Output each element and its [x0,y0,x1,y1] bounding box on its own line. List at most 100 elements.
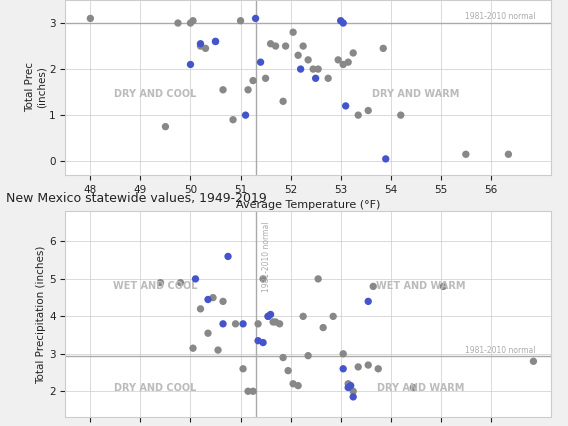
Point [236,17,245,24]
Point [249,77,258,84]
Point [336,17,345,24]
Point [241,112,250,118]
Point [253,337,262,344]
Point [239,366,248,372]
Text: DRY AND COOL: DRY AND COOL [114,383,197,392]
Point [176,279,185,286]
Point [249,388,258,394]
Point [364,362,373,368]
Point [231,320,240,327]
Point [341,103,350,109]
Point [208,294,218,301]
Point [219,298,228,305]
Y-axis label: Total Prec
(inches): Total Prec (inches) [24,63,46,112]
Point [339,366,348,372]
Point [504,151,513,158]
Point [264,313,273,320]
Point [311,75,320,82]
Point [339,61,348,68]
Point [244,86,253,93]
Point [283,367,293,374]
Point [251,15,260,22]
Point [256,59,265,66]
Text: 1981-2010 normal: 1981-2010 normal [262,221,270,292]
Point [289,29,298,36]
Text: 1981-2010 normal: 1981-2010 normal [465,346,536,355]
Point [228,116,237,123]
Point [396,112,406,118]
Point [333,57,343,63]
Point [438,283,448,290]
Point [211,38,220,45]
Point [354,112,363,118]
Text: DRY AND WARM: DRY AND WARM [372,89,460,99]
Point [196,40,205,47]
Point [203,296,212,303]
Point [173,20,182,26]
Point [308,66,318,72]
Point [258,339,268,346]
Point [86,15,95,22]
X-axis label: Average Temperature (°F): Average Temperature (°F) [236,200,381,210]
Point [344,380,353,387]
Point [299,313,308,320]
Point [161,123,170,130]
Point [299,43,308,49]
Point [364,298,373,305]
Point [261,75,270,82]
Point [191,276,200,282]
Point [189,345,198,351]
Point [278,354,287,361]
Point [271,319,280,325]
Point [344,384,353,391]
Text: WET AND COOL: WET AND COOL [113,282,198,291]
Point [266,40,275,47]
Point [346,382,355,389]
Point [244,388,253,394]
Point [369,283,378,290]
Point [409,384,418,391]
Point [203,330,212,337]
Point [275,320,284,327]
Point [381,155,390,162]
Point [354,363,363,370]
Point [314,66,323,72]
Point [344,59,353,66]
Point [314,276,323,282]
Point [349,394,358,400]
Point [214,347,223,354]
Point [294,382,303,389]
Text: DRY AND COOL: DRY AND COOL [114,89,197,99]
Point [349,49,358,56]
Point [296,66,305,72]
Point [156,279,165,286]
Point [329,313,338,320]
Point [186,61,195,68]
Point [271,43,280,49]
Point [269,319,278,325]
Point [281,43,290,49]
Point [303,57,312,63]
Text: DRY AND WARM: DRY AND WARM [377,383,465,392]
Point [239,320,248,327]
Point [253,320,262,327]
Point [219,86,228,93]
Point [339,351,348,357]
Point [266,311,275,318]
Point [189,17,198,24]
Point [264,313,273,320]
Point [278,98,287,105]
Y-axis label: Total Precipitation (inches): Total Precipitation (inches) [36,245,46,384]
Point [303,352,312,359]
Point [339,20,348,26]
Point [374,366,383,372]
Point [223,253,232,260]
Text: 1981-2010 normal: 1981-2010 normal [465,12,536,21]
Point [201,45,210,52]
Point [258,276,268,282]
Point [186,20,195,26]
Text: WET AND WARM: WET AND WARM [376,282,466,291]
Point [294,52,303,59]
Point [324,75,333,82]
Point [379,45,388,52]
